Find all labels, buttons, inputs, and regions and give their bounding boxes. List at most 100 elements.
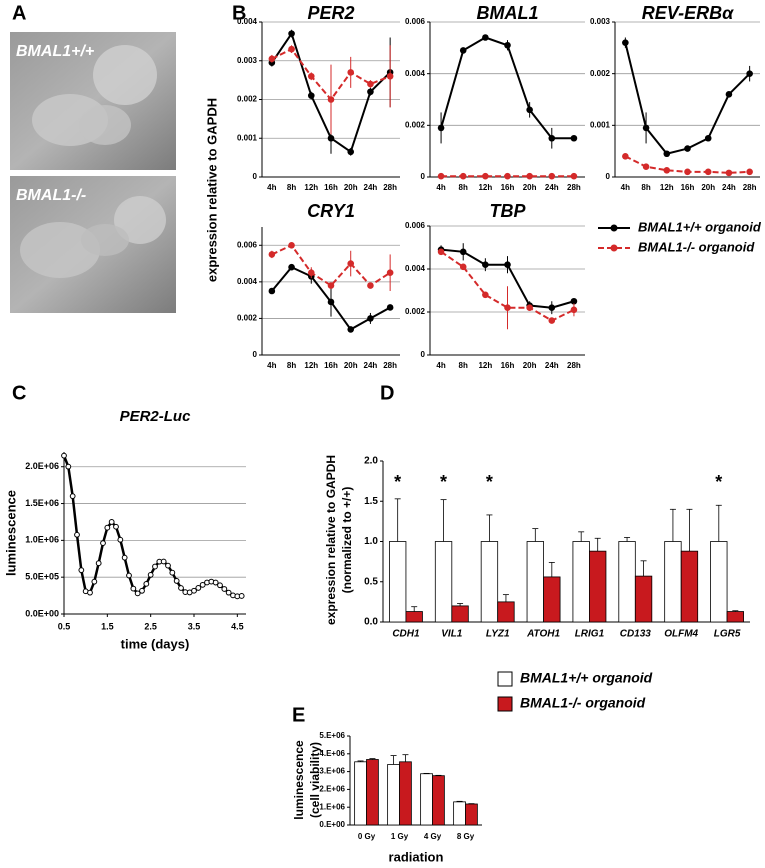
- x-tick-label: 20h: [523, 361, 537, 370]
- y-tick-label: 3.E+06: [319, 767, 345, 776]
- x-tick-label: OLFM4: [664, 629, 698, 640]
- data-point: [165, 562, 171, 569]
- data-point: [199, 581, 206, 588]
- y-tick-label: 4.E+06: [319, 749, 345, 758]
- data-point: [288, 241, 295, 249]
- x-tick-label: LGR5: [714, 629, 741, 640]
- series-line: [624, 42, 751, 155]
- data-point: [327, 298, 335, 306]
- significance-mark: *: [440, 472, 447, 492]
- data-point: [307, 269, 315, 277]
- panel-label: E: [292, 704, 305, 726]
- x-tick-label: CDH1: [392, 629, 420, 640]
- data-point: [307, 92, 315, 99]
- x-tick-label: 16h: [501, 361, 515, 370]
- y-tick-label: 0: [421, 350, 426, 359]
- data-point: [526, 106, 533, 114]
- y-tick-label: 0.003: [590, 17, 611, 26]
- data-point: [725, 91, 733, 98]
- data-point: [191, 587, 197, 594]
- data-point: [307, 72, 315, 80]
- data-point: [548, 172, 556, 180]
- x-tick-label: 8h: [641, 183, 650, 192]
- data-point: [327, 96, 335, 103]
- bar: [354, 761, 367, 826]
- x-tick-label: 20h: [344, 361, 358, 370]
- bar: [399, 761, 412, 826]
- data-point: [386, 304, 394, 311]
- x-tick-label: 24h: [364, 361, 378, 370]
- bar: [589, 550, 607, 623]
- data-point: [459, 263, 467, 271]
- bar: [366, 759, 379, 826]
- data-point: [622, 153, 629, 160]
- chart-title: BMAL1: [477, 3, 539, 23]
- x-tick-label: 1 Gy: [391, 832, 409, 841]
- y-axis-label: luminescence: [3, 490, 18, 576]
- data-point: [548, 134, 556, 142]
- legend-label: BMAL1+/+ organoid: [520, 670, 653, 686]
- x-tick-label: 20h: [701, 183, 715, 192]
- data-point: [504, 172, 511, 180]
- x-tick-label: 12h: [304, 361, 318, 370]
- significance-mark: *: [486, 472, 493, 492]
- data-point: [217, 582, 223, 589]
- bar: [465, 803, 478, 826]
- bar: [497, 601, 515, 623]
- bar: [389, 541, 407, 623]
- x-tick-label: 4h: [267, 361, 276, 370]
- data-point: [367, 282, 374, 289]
- data-point: [113, 523, 119, 530]
- y-tick-label: 1.5: [364, 496, 378, 507]
- data-point: [347, 148, 355, 156]
- data-point: [130, 585, 137, 592]
- data-point: [482, 34, 489, 41]
- x-tick-label: 0 Gy: [358, 832, 376, 841]
- data-point: [704, 134, 712, 142]
- x-tick-label: 28h: [743, 183, 757, 192]
- y-tick-label: 0: [253, 172, 258, 181]
- data-point: [347, 326, 355, 333]
- x-tick-label: 24h: [545, 361, 559, 370]
- data-point: [87, 589, 93, 596]
- data-point: [548, 317, 556, 324]
- image-label: BMAL1-/-: [16, 187, 86, 204]
- bar: [387, 764, 400, 826]
- data-point: [117, 536, 124, 543]
- data-point: [663, 150, 671, 158]
- data-point: [570, 172, 578, 180]
- data-point: [684, 145, 691, 152]
- y-tick-label: 0.0: [364, 617, 378, 628]
- data-point: [61, 452, 67, 459]
- legend-swatch: [497, 696, 513, 712]
- x-tick-label: 16h: [324, 361, 338, 370]
- image-label: BMAL1+/+: [16, 43, 94, 60]
- y-tick-label: 1.E+06: [319, 802, 345, 811]
- y-tick-label: 0: [253, 350, 258, 359]
- x-tick-label: 16h: [681, 183, 695, 192]
- data-point: [327, 282, 335, 289]
- bar: [680, 550, 699, 623]
- x-tick-label: 12h: [304, 183, 318, 192]
- data-point: [238, 593, 245, 599]
- bar: [434, 541, 453, 623]
- data-point: [212, 579, 219, 586]
- data-point: [622, 39, 629, 46]
- data-point: [78, 567, 85, 574]
- x-tick-label: 28h: [567, 361, 581, 370]
- data-point: [437, 248, 445, 256]
- data-point: [95, 560, 102, 567]
- data-point: [121, 554, 128, 561]
- significance-mark: *: [715, 472, 722, 492]
- data-point: [482, 291, 489, 299]
- y-tick-label: 0.002: [405, 120, 426, 129]
- y-tick-label: 0.5: [364, 576, 378, 587]
- data-point: [347, 260, 355, 267]
- legend-label: BMAL1-/- organoid: [520, 695, 646, 711]
- data-point: [504, 304, 511, 312]
- x-tick-label: 4h: [621, 183, 630, 192]
- x-tick-label: CD133: [620, 629, 652, 640]
- panel-label: C: [12, 382, 26, 404]
- data-point: [482, 261, 489, 269]
